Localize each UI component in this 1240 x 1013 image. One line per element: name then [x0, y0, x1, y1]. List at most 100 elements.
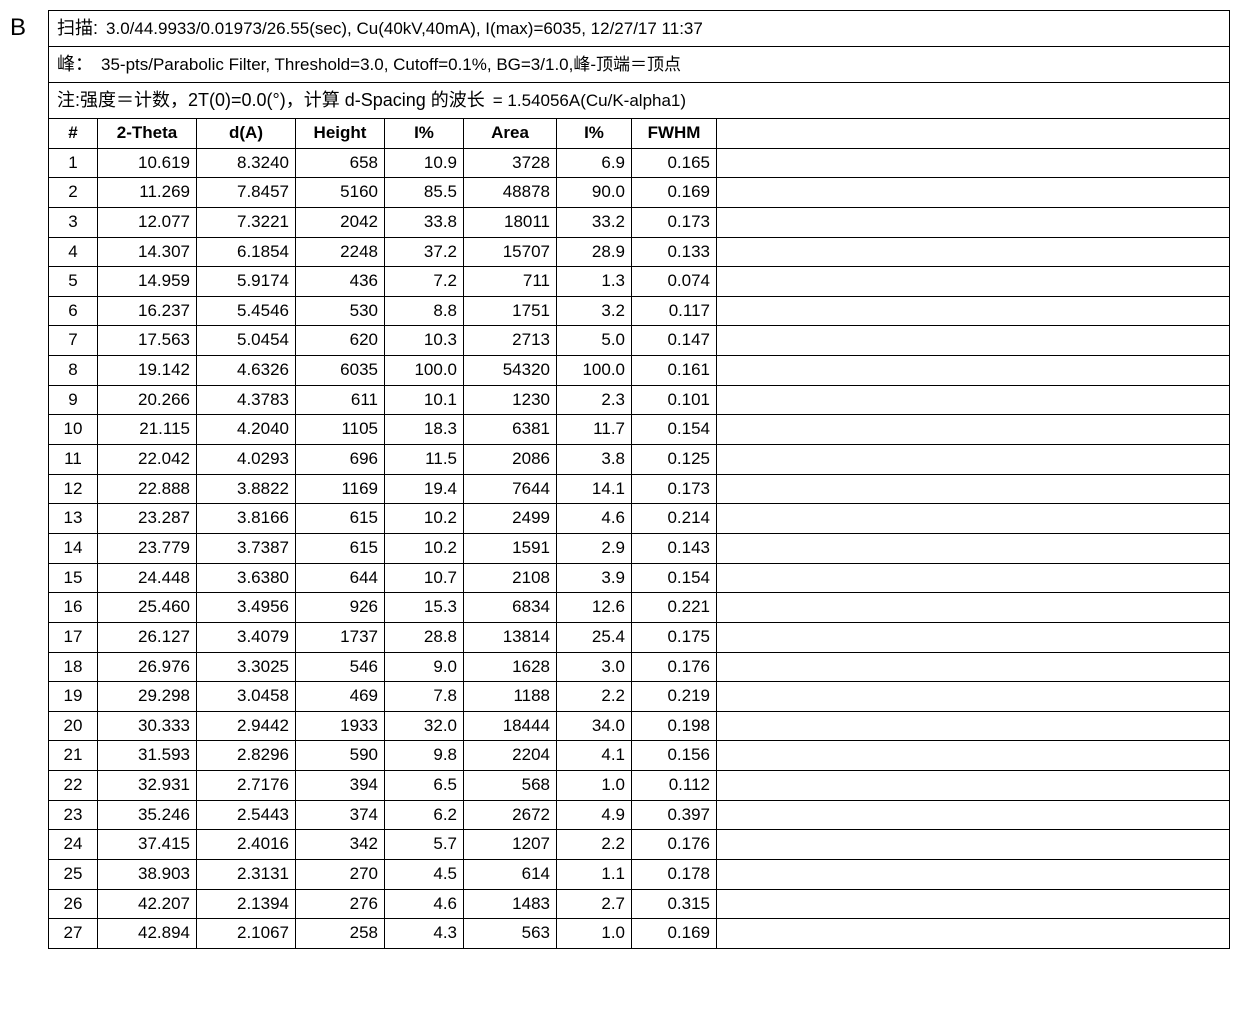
cell-col-ipct2: 2.2 — [557, 830, 632, 860]
cell-col-area: 1483 — [464, 889, 557, 919]
cell-rest — [717, 504, 1230, 534]
cell-col-d: 4.3783 — [197, 385, 296, 415]
cell-col-index: 9 — [49, 385, 98, 415]
table-row: 616.2375.45465308.817513.20.117 — [49, 296, 1229, 326]
cell-col-ipct1: 8.8 — [385, 296, 464, 326]
table-row: 312.0777.3221204233.81801133.20.173 — [49, 207, 1229, 237]
cell-col-ipct2: 4.6 — [557, 504, 632, 534]
table-row: 2437.4152.40163425.712072.20.176 — [49, 830, 1229, 860]
cell-col-ipct2: 3.8 — [557, 445, 632, 475]
cell-col-ipct2: 1.0 — [557, 771, 632, 801]
cell-col-height: 374 — [296, 800, 385, 830]
cell-col-area: 568 — [464, 771, 557, 801]
note-header: 注:强度＝计数，2T(0)=0.0(°)，计算 d-Spacing 的波长 = … — [49, 83, 1229, 119]
cell-rest — [717, 207, 1230, 237]
cell-col-fwhm: 0.169 — [632, 178, 717, 208]
cell-col-d: 7.8457 — [197, 178, 296, 208]
cell-col-d: 8.3240 — [197, 148, 296, 178]
cell-col-index: 8 — [49, 356, 98, 386]
cell-col-fwhm: 0.133 — [632, 237, 717, 267]
cell-rest — [717, 652, 1230, 682]
cell-col-fwhm: 0.173 — [632, 474, 717, 504]
cell-col-ipct2: 3.9 — [557, 563, 632, 593]
cell-col-ipct2: 3.0 — [557, 652, 632, 682]
cell-col-d: 3.6380 — [197, 563, 296, 593]
cell-col-ipct2: 2.7 — [557, 889, 632, 919]
cell-col-height: 620 — [296, 326, 385, 356]
cell-col-fwhm: 0.219 — [632, 682, 717, 712]
cell-col-ipct2: 11.7 — [557, 415, 632, 445]
cell-col-ipct1: 6.5 — [385, 771, 464, 801]
cell-col-height: 615 — [296, 533, 385, 563]
table-row: 2538.9032.31312704.56141.10.178 — [49, 860, 1229, 890]
scan-header: 扫描: 3.0/44.9933/0.01973/26.55(sec), Cu(4… — [49, 11, 1229, 47]
panel-label: B — [10, 10, 48, 42]
cell-col-height: 2248 — [296, 237, 385, 267]
cell-col-fwhm: 0.125 — [632, 445, 717, 475]
cell-col-ipct2: 33.2 — [557, 207, 632, 237]
cell-col-2theta: 23.779 — [98, 533, 197, 563]
cell-col-height: 1737 — [296, 622, 385, 652]
cell-col-height: 615 — [296, 504, 385, 534]
cell-col-d: 3.8822 — [197, 474, 296, 504]
cell-col-ipct1: 10.1 — [385, 385, 464, 415]
cell-col-area: 18011 — [464, 207, 557, 237]
cell-col-area: 2672 — [464, 800, 557, 830]
cell-col-height: 1169 — [296, 474, 385, 504]
cell-col-index: 16 — [49, 593, 98, 623]
cell-col-d: 5.9174 — [197, 267, 296, 297]
cell-rest — [717, 148, 1230, 178]
cell-col-area: 563 — [464, 919, 557, 949]
col-2theta: 2-Theta — [98, 119, 197, 148]
cell-col-area: 6381 — [464, 415, 557, 445]
cell-col-d: 2.1067 — [197, 919, 296, 949]
cell-col-area: 2204 — [464, 741, 557, 771]
cell-col-2theta: 14.959 — [98, 267, 197, 297]
cell-col-index: 2 — [49, 178, 98, 208]
cell-col-index: 10 — [49, 415, 98, 445]
cell-col-d: 3.4956 — [197, 593, 296, 623]
table-row: 414.3076.1854224837.21570728.90.133 — [49, 237, 1229, 267]
cell-col-ipct1: 85.5 — [385, 178, 464, 208]
cell-col-index: 23 — [49, 800, 98, 830]
cell-col-height: 5160 — [296, 178, 385, 208]
cell-col-index: 24 — [49, 830, 98, 860]
cell-col-2theta: 24.448 — [98, 563, 197, 593]
cell-col-index: 17 — [49, 622, 98, 652]
cell-rest — [717, 741, 1230, 771]
cell-col-ipct1: 100.0 — [385, 356, 464, 386]
cell-col-d: 3.0458 — [197, 682, 296, 712]
cell-col-2theta: 19.142 — [98, 356, 197, 386]
cell-col-ipct2: 4.9 — [557, 800, 632, 830]
peak-label: 峰： — [57, 51, 93, 78]
cell-col-2theta: 30.333 — [98, 711, 197, 741]
cell-col-index: 20 — [49, 711, 98, 741]
cell-col-area: 1751 — [464, 296, 557, 326]
cell-col-height: 270 — [296, 860, 385, 890]
cell-col-ipct1: 4.5 — [385, 860, 464, 890]
cell-col-ipct2: 34.0 — [557, 711, 632, 741]
cell-col-height: 6035 — [296, 356, 385, 386]
cell-col-height: 1105 — [296, 415, 385, 445]
table-row: 1122.0424.029369611.520863.80.125 — [49, 445, 1229, 475]
cell-col-ipct1: 7.2 — [385, 267, 464, 297]
cell-col-fwhm: 0.156 — [632, 741, 717, 771]
cell-col-fwhm: 0.074 — [632, 267, 717, 297]
cell-col-ipct2: 12.6 — [557, 593, 632, 623]
table-row: 2335.2462.54433746.226724.90.397 — [49, 800, 1229, 830]
cell-col-area: 1207 — [464, 830, 557, 860]
cell-col-d: 2.1394 — [197, 889, 296, 919]
cell-col-height: 258 — [296, 919, 385, 949]
cell-col-area: 15707 — [464, 237, 557, 267]
cell-col-2theta: 22.042 — [98, 445, 197, 475]
cell-col-fwhm: 0.315 — [632, 889, 717, 919]
cell-col-index: 1 — [49, 148, 98, 178]
cell-col-index: 25 — [49, 860, 98, 890]
cell-col-height: 342 — [296, 830, 385, 860]
table-header-row: # 2-Theta d(A) Height I% Area I% FWHM — [49, 119, 1229, 148]
cell-col-area: 614 — [464, 860, 557, 890]
cell-col-index: 3 — [49, 207, 98, 237]
cell-col-fwhm: 0.221 — [632, 593, 717, 623]
peak-table: # 2-Theta d(A) Height I% Area I% FWHM 11… — [49, 119, 1229, 949]
cell-rest — [717, 682, 1230, 712]
